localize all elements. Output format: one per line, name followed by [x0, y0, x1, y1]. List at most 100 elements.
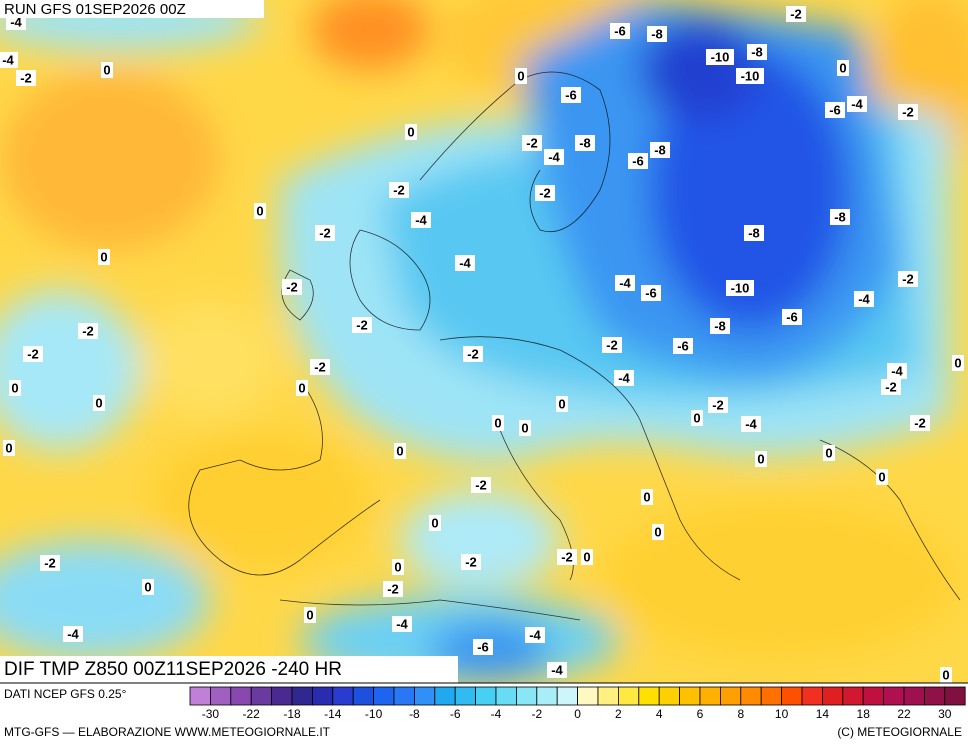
contour-label: -8 — [579, 135, 591, 150]
contour-label: 0 — [558, 396, 565, 411]
label-box — [461, 554, 481, 570]
label-box — [296, 380, 308, 396]
contour-label: 0 — [306, 607, 313, 622]
label-box — [898, 271, 918, 287]
contour-label: -4 — [529, 627, 541, 642]
contour-label: -2 — [314, 359, 326, 374]
color-swatch — [679, 686, 701, 706]
color-swatch — [475, 686, 497, 706]
contour-label: 0 — [298, 380, 305, 395]
label-box — [405, 124, 417, 140]
label-box — [16, 70, 36, 86]
label-box — [881, 379, 901, 395]
contour-label: 0 — [396, 443, 403, 458]
legend-tick-label: -14 — [324, 707, 342, 721]
contour-label: -10 — [711, 49, 730, 64]
color-swatch — [618, 686, 640, 706]
color-swatch — [230, 686, 252, 706]
color-swatch — [944, 686, 966, 706]
contour-label: -4 — [548, 149, 560, 164]
contour-label: -2 — [82, 323, 94, 338]
contour-label: 0 — [11, 380, 18, 395]
contour-label: 0 — [954, 355, 961, 370]
label-box — [519, 420, 531, 436]
color-swatch — [842, 686, 864, 706]
color-swatch — [781, 686, 803, 706]
label-box — [744, 225, 764, 241]
contour-label: 0 — [95, 395, 102, 410]
contour-label: 0 — [643, 489, 650, 504]
contour-label: 0 — [431, 515, 438, 530]
label-box — [463, 346, 483, 362]
label-box — [887, 363, 907, 379]
label-box — [830, 209, 850, 225]
contour-label: -10 — [741, 68, 760, 83]
footer-right: (C) METEOGIORNALE — [837, 725, 962, 739]
label-box — [557, 549, 577, 565]
legend-tick-label: -6 — [450, 707, 461, 721]
contour-label: 0 — [103, 62, 110, 77]
contour-labels: -4 -4 -2 0 0 -6 -8 -2 -10 -8 -10 0 -6 -6 -4 -2 0 -2 -8 -4 -8… — [0, 6, 964, 683]
color-swatch — [495, 686, 517, 706]
contour-label: -6 — [614, 23, 626, 38]
contour-label: -2 — [27, 346, 39, 361]
legend-tick-label: 2 — [615, 707, 622, 721]
label-box — [641, 489, 653, 505]
legend-tick-label: 14 — [816, 707, 830, 721]
contour-label: -2 — [606, 337, 618, 352]
contour-label: -8 — [654, 142, 666, 157]
color-bar: -30 -22 -18 -14 -10 -8 -6 -4 -2 0 2 4 6 8 10 14 18 22 30 — [189, 686, 966, 721]
contour-label: -4 — [10, 14, 22, 29]
color-swatch — [577, 686, 599, 706]
label-box — [63, 626, 83, 642]
label-box — [23, 346, 43, 362]
color-swatch — [291, 686, 313, 706]
contour-label: 0 — [5, 440, 12, 455]
color-swatch — [250, 686, 272, 706]
color-swatch — [413, 686, 436, 706]
contour-label: -2 — [286, 279, 298, 294]
contour-label: -2 — [790, 6, 802, 21]
contour-label: -8 — [748, 225, 760, 240]
legend-tick-label: 18 — [857, 707, 871, 721]
label-box — [389, 182, 409, 198]
legend-tick-label: -22 — [243, 707, 261, 721]
product-title: DIF TMP Z850 00Z11SEP2026 -240 HR — [4, 659, 342, 680]
contour-label: -6 — [477, 639, 489, 654]
label-box — [755, 451, 767, 467]
contour-label: -2 — [44, 555, 56, 570]
label-box — [101, 62, 113, 78]
color-swatch — [638, 686, 660, 706]
legend-tick-label: -4 — [491, 707, 502, 721]
color-swatch — [352, 686, 375, 706]
contour-label: -6 — [786, 309, 798, 324]
label-box — [455, 255, 475, 271]
color-swatch — [271, 686, 293, 706]
label-box — [741, 416, 761, 432]
label-box — [304, 607, 316, 623]
legend-tick-label: -2 — [531, 707, 542, 721]
contour-label: -2 — [885, 379, 897, 394]
label-box — [383, 581, 403, 597]
legend-tick-label: 22 — [897, 707, 911, 721]
contour-label: -6 — [565, 87, 577, 102]
label-box — [602, 337, 622, 353]
label-box — [544, 149, 564, 165]
contour-label: -2 — [561, 549, 573, 564]
color-swatch — [393, 686, 415, 706]
legend-tick-label: 10 — [775, 707, 789, 721]
contour-label: 0 — [839, 60, 846, 75]
contour-label: -2 — [467, 346, 479, 361]
color-swatch — [311, 686, 334, 706]
color-swatch — [699, 686, 721, 706]
label-box — [847, 96, 867, 112]
contour-label: -8 — [751, 44, 763, 59]
label-box — [782, 309, 802, 325]
contour-label: -2 — [356, 317, 368, 332]
color-swatch — [536, 686, 558, 706]
label-box — [394, 443, 406, 459]
contour-label: -4 — [67, 626, 79, 641]
label-box — [515, 68, 527, 84]
contour-label: 0 — [583, 549, 590, 564]
contour-label: -8 — [834, 209, 846, 224]
